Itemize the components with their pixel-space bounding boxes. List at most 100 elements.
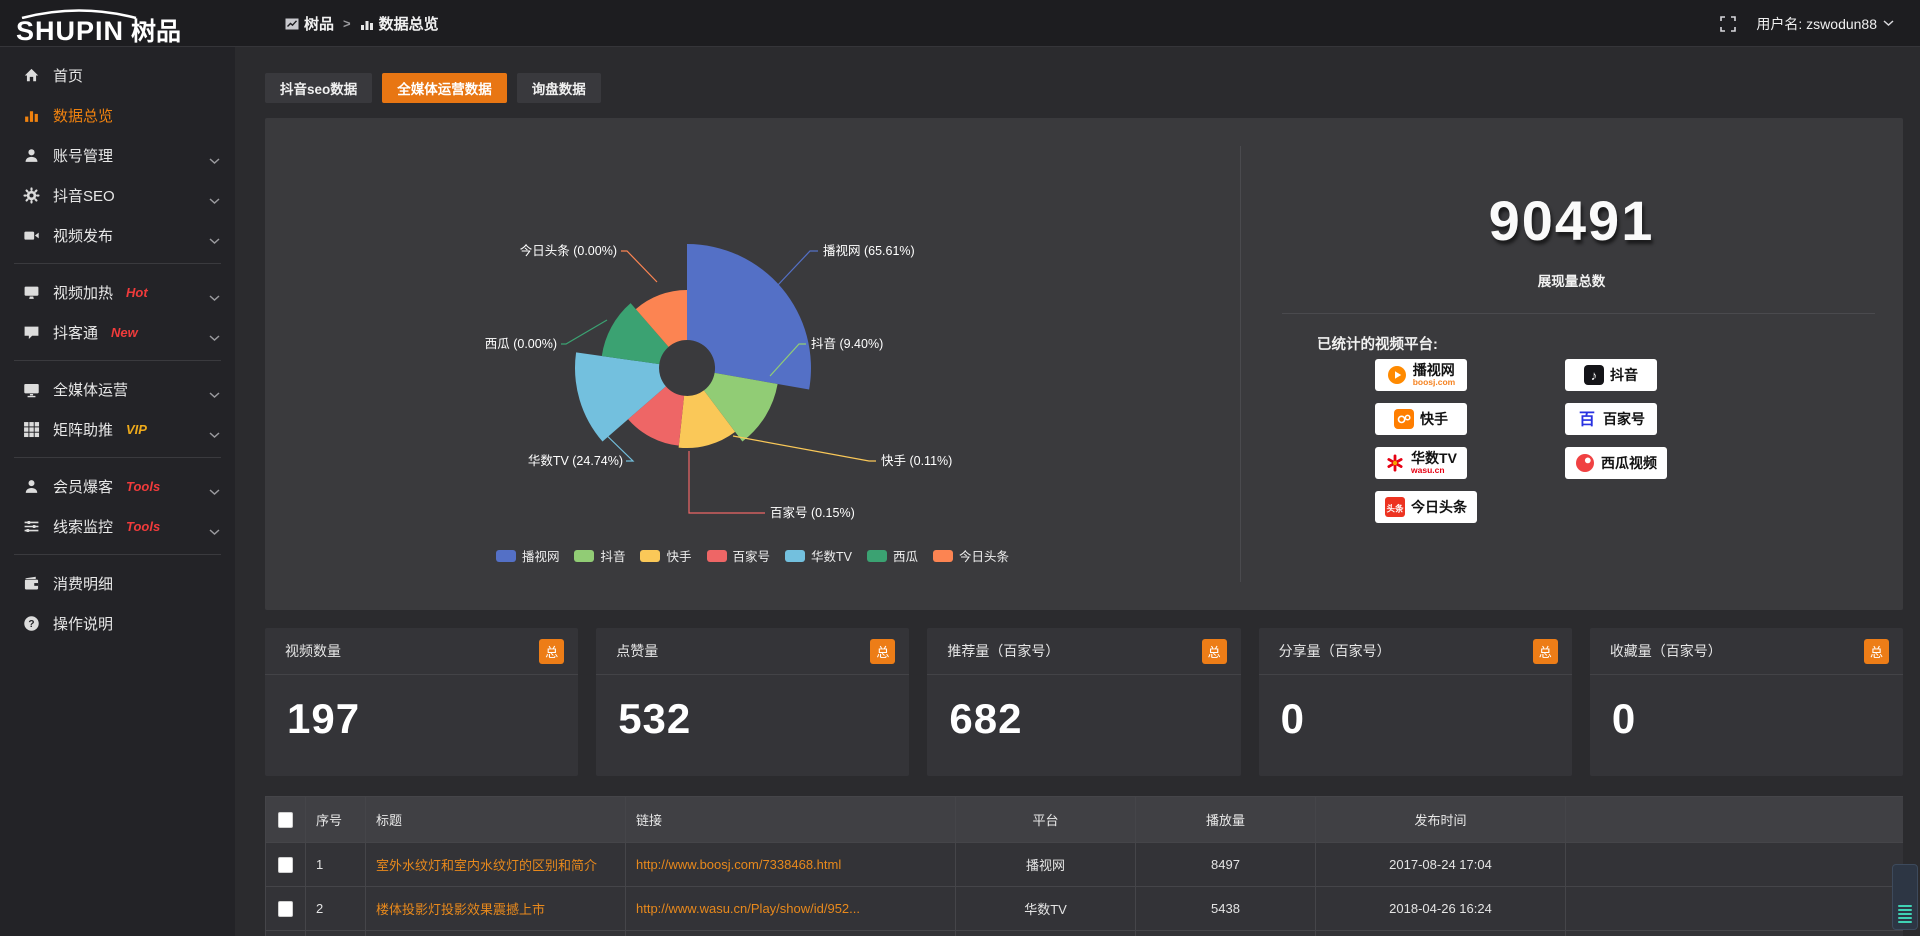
pie-slice-播视网[interactable]: [687, 244, 811, 390]
pie-slice-快手[interactable]: [678, 390, 736, 449]
panel-divider: [1240, 146, 1241, 582]
sidebar-item-操作说明[interactable]: ? 操作说明: [0, 603, 235, 643]
cell-empty: [1565, 842, 1903, 887]
sidebar-item-账号管理[interactable]: 账号管理: [0, 135, 235, 175]
dock-widget[interactable]: [1892, 864, 1918, 930]
legend-item-百家号[interactable]: 百家号: [706, 546, 770, 565]
cell-title[interactable]: 室外水纹灯和室内水纹灯的区别和简介: [365, 842, 626, 887]
pie-label-line: [688, 451, 765, 514]
legend-item-华数TV[interactable]: 华数TV: [785, 546, 852, 565]
sidebar-item-label: 线索监控: [53, 518, 114, 536]
cell-link[interactable]: http://www.wasu.cn/Play/show/id/952...: [625, 886, 956, 931]
legend-label: 今日头条: [959, 550, 1010, 564]
platform-badge-sub: wasu.cn: [1411, 465, 1445, 476]
stat-card-点赞量: 点赞量 总 532: [596, 628, 910, 776]
pie-slice-华数TV[interactable]: [575, 352, 666, 442]
stat-card-value: 0: [1611, 695, 1637, 742]
boosj-icon: [1387, 365, 1407, 385]
platform-badge-今日头条: 头条 今日头条: [1375, 491, 1477, 523]
cell-link[interactable]: http://www.boosj.com/7338468.html: [625, 842, 956, 887]
legend-chip: [867, 549, 887, 562]
breadcrumb-item-home[interactable]: 树品: [285, 13, 334, 34]
sidebar-item-首页[interactable]: 首页: [0, 55, 235, 95]
user-icon: [23, 147, 40, 164]
sidebar-item-消费明细[interactable]: 消费明细: [0, 563, 235, 603]
user-area: 用户名: zswodun88: [1720, 0, 1894, 47]
cell-plays: 8497: [1135, 842, 1316, 887]
stat-card-header: 视频数量 总: [265, 628, 579, 675]
sidebar-item-tag: New: [111, 324, 138, 340]
platform-badge-name: 播视网: [1412, 362, 1455, 379]
legend-item-今日头条[interactable]: 今日头条: [933, 546, 1009, 565]
total-badge: 总: [1532, 638, 1558, 664]
pie-slice-西瓜[interactable]: [601, 303, 669, 365]
sidebar-item-视频加热[interactable]: 视频加热 Hot: [0, 272, 235, 312]
col-header-link: 链接: [625, 796, 956, 843]
logo-text-en: SHUPIN: [16, 9, 137, 45]
pie-label-百家号: 百家号 (0.15%): [770, 505, 855, 520]
select-all-checkbox[interactable]: [278, 811, 293, 828]
summary-divider: [1282, 313, 1875, 314]
cell-title[interactable]: 楼体投影灯投影效果震撼上市: [365, 886, 626, 931]
legend-chip: [495, 549, 516, 562]
legend-label: 播视网: [521, 550, 560, 564]
main-content: 抖音seo数据 全媒体运营数据 询盘数据 播视网 (65.61%) 抖音 (9.40%…: [235, 47, 1920, 936]
sidebar-item-label: 会员爆客: [53, 478, 114, 496]
tab-询盘数据[interactable]: 询盘数据: [516, 73, 601, 103]
app-logo[interactable]: SHUPIN 树品: [16, 3, 231, 45]
legend-label: 快手: [666, 550, 692, 564]
chart-legend: 播视网 抖音 快手 百家号 华数TV 西瓜 今日头条: [265, 546, 1240, 565]
platform-badge-快手: 快手: [1375, 403, 1467, 435]
platform-badge-name: 西瓜视频: [1601, 455, 1657, 471]
baijia-icon: 百: [1577, 409, 1597, 429]
sidebar-item-视频发布[interactable]: 视频发布: [0, 215, 235, 255]
sidebar-item-会员爆客[interactable]: 会员爆客 Tools: [0, 466, 235, 506]
sidebar-item-label: 操作说明: [53, 615, 114, 633]
sidebar-item-label: 全媒体运营: [53, 381, 129, 399]
sidebar-item-抖音SEO[interactable]: 抖音SEO: [0, 175, 235, 215]
legend-item-抖音[interactable]: 抖音: [574, 546, 625, 565]
dock-stripe: [1898, 913, 1912, 915]
overview-panel: 播视网 (65.61%) 抖音 (9.40%) 快手 (0.11%) 百家号 (0.1…: [265, 118, 1903, 610]
stat-card-header: 点赞量 总: [596, 628, 910, 675]
platform-badge-name: 抖音: [1610, 367, 1638, 383]
stat-card-header: 分享量（百家号） 总: [1258, 628, 1572, 675]
pie-label-今日头条: 今日头条 (0.00%): [520, 243, 617, 258]
col-header-plays: 播放量: [1135, 796, 1316, 843]
total-badge: 总: [539, 638, 565, 664]
platform-badge-name: 华数TV: [1411, 450, 1457, 467]
username-dropdown[interactable]: 用户名: zswodun88: [1756, 14, 1894, 34]
breadcrumb-item-current[interactable]: 数据总览: [360, 13, 439, 34]
table-header-row: 序号 标题 链接 平台 播放量 发布时间: [265, 796, 1903, 843]
legend-item-快手[interactable]: 快手: [640, 546, 692, 565]
legend-item-播视网[interactable]: 播视网: [495, 546, 560, 565]
pie-slice-抖音[interactable]: [703, 372, 778, 442]
sidebar-item-矩阵助推[interactable]: 矩阵助推 VIP: [0, 409, 235, 449]
row-checkbox[interactable]: [278, 900, 293, 917]
sidebar-item-线索监控[interactable]: 线索监控 Tools: [0, 506, 235, 546]
pie-label-line: [621, 250, 658, 283]
sidebar-item-label: 消费明细: [53, 575, 114, 593]
pie-slice-百家号[interactable]: [628, 386, 685, 446]
fullscreen-icon[interactable]: [1720, 15, 1737, 32]
sidebar-item-全媒体运营[interactable]: 全媒体运营: [0, 369, 235, 409]
col-header-no: 序号: [305, 796, 366, 843]
pie-slice-今日头条[interactable]: [635, 289, 687, 347]
row-checkbox[interactable]: [278, 856, 293, 873]
sidebar-divider: [14, 360, 221, 361]
legend-item-西瓜[interactable]: 西瓜: [867, 546, 918, 565]
tab-抖音seo数据[interactable]: 抖音seo数据: [265, 73, 373, 103]
sidebar-item-抖客通[interactable]: 抖客通 New: [0, 312, 235, 352]
dock-stripe: [1898, 909, 1912, 911]
legend-label: 抖音: [600, 550, 626, 564]
table-row-clipped: [265, 930, 1903, 936]
tab-全媒体运营数据[interactable]: 全媒体运营数据: [382, 73, 507, 103]
rose-pie-chart: 播视网 (65.61%) 抖音 (9.40%) 快手 (0.11%) 百家号 (0.1…: [485, 243, 953, 520]
platform-badge-name: 快手: [1420, 411, 1448, 427]
sidebar-item-数据总览[interactable]: 数据总览: [0, 95, 235, 135]
member-icon: [23, 478, 40, 495]
sidebar-item-label: 视频加热: [53, 284, 114, 302]
wallet-icon: [23, 575, 40, 592]
stat-card-value: 532: [618, 695, 692, 742]
stat-card-分享量（百家号）: 分享量（百家号） 总 0: [1258, 628, 1572, 776]
